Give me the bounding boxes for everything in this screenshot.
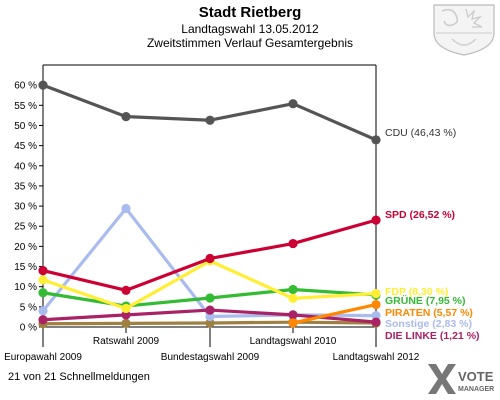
x-tick-label: Bundestagswahl 2009: [161, 352, 260, 363]
series-end-label: CDU (46,43 %): [385, 127, 456, 139]
data-point: [121, 111, 131, 122]
series-line: [42, 83, 377, 142]
series-end-label: DIE LINKE (1,21 %): [385, 330, 480, 342]
data-point: [121, 310, 131, 320]
chart-title: Stadt Rietberg: [199, 4, 302, 21]
y-tick-label: 60 %: [14, 81, 37, 92]
data-point: [205, 253, 215, 264]
series-gr-ne: [38, 284, 381, 311]
y-tick-label: 35 %: [14, 181, 37, 192]
data-point: [288, 293, 298, 303]
data-point: [38, 275, 48, 285]
y-tick-label: 50 %: [14, 121, 37, 132]
data-point: [38, 80, 48, 90]
brand-manager: MANAGER: [458, 386, 494, 393]
x-tick-label: Landtagswahl 2012: [333, 352, 420, 363]
data-point: [121, 203, 131, 214]
data-point: [371, 310, 381, 321]
chart-subtitle: Landtagswahl 13.05.2012: [181, 22, 319, 36]
y-tick-label: 10 %: [14, 282, 37, 293]
data-point: [371, 288, 381, 299]
data-point: [205, 293, 215, 303]
y-tick-label: 30 %: [14, 202, 37, 213]
series-end-label: FDP (8,30 %): [385, 286, 448, 298]
y-tick-label: 45 %: [14, 141, 37, 152]
x-tick-label: Europawahl 2009: [4, 352, 82, 363]
brand-vote: VOTE: [458, 369, 494, 384]
series-cdu: [38, 80, 381, 145]
y-tick-label: 0 %: [20, 323, 37, 334]
series-end-label: GRÜNE (7,95 %): [385, 294, 466, 307]
data-point: [38, 315, 48, 325]
data-point: [121, 303, 131, 314]
data-point: [205, 115, 215, 125]
y-tick-label: 20 %: [14, 242, 37, 253]
chart-subtitle-2: Zweitstimmen Verlauf Gesamtergebnis: [147, 36, 353, 50]
data-point: [288, 284, 298, 295]
series-end-label: SPD (26,52 %): [385, 209, 455, 221]
data-point: [38, 306, 48, 316]
data-point: [288, 99, 298, 109]
data-point: [38, 265, 48, 276]
coat-of-arms-icon: [433, 4, 495, 56]
y-tick-label: 5 %: [20, 302, 37, 313]
data-point: [205, 318, 215, 328]
x-tick-label: Ratswahl 2009: [93, 336, 160, 347]
data-point: [288, 310, 298, 320]
series-line: [292, 302, 377, 325]
data-point: [121, 318, 131, 328]
series-spd: [38, 215, 381, 295]
y-tick-label: 40 %: [14, 161, 37, 172]
data-point: [371, 317, 381, 327]
data-point: [371, 135, 381, 145]
series-lines: [38, 80, 381, 329]
series-end-label: PIRATEN (5,57 %): [385, 307, 473, 319]
data-point: [121, 285, 131, 295]
vote-x-icon: [428, 364, 456, 394]
votemanager-logo: VOTE MANAGER: [428, 364, 494, 394]
x-tick-label: Landtagswahl 2010: [250, 336, 337, 347]
y-tick-label: 15 %: [14, 262, 37, 273]
series-labels: CDU (46,43 %) SPD (26,52 %) FDP (8,30 %)GR…: [385, 127, 480, 342]
data-point: [205, 311, 215, 322]
y-axis-ticks: 0 % 5 % 10 % 15 % 20 % 25 % 30 % 35 % 40 % 45 % 50…: [14, 81, 43, 334]
series-end-label: Sonstige (2,83 %): [385, 318, 472, 330]
data-point: [205, 305, 215, 315]
data-point: [288, 238, 298, 249]
data-point: [288, 318, 298, 328]
data-point: [371, 299, 381, 310]
x-axis-ticks: Europawahl 2009 Ratswahl 2009Bundestagswa…: [4, 327, 420, 363]
series-fdp: [38, 256, 381, 314]
data-point: [38, 288, 48, 298]
series-piraten: [288, 299, 381, 328]
data-point: [371, 215, 381, 225]
y-tick-label: 55 %: [14, 101, 37, 112]
y-tick-label: 25 %: [14, 222, 37, 233]
footer-note: 21 von 21 Schnellmeldungen: [8, 371, 150, 383]
